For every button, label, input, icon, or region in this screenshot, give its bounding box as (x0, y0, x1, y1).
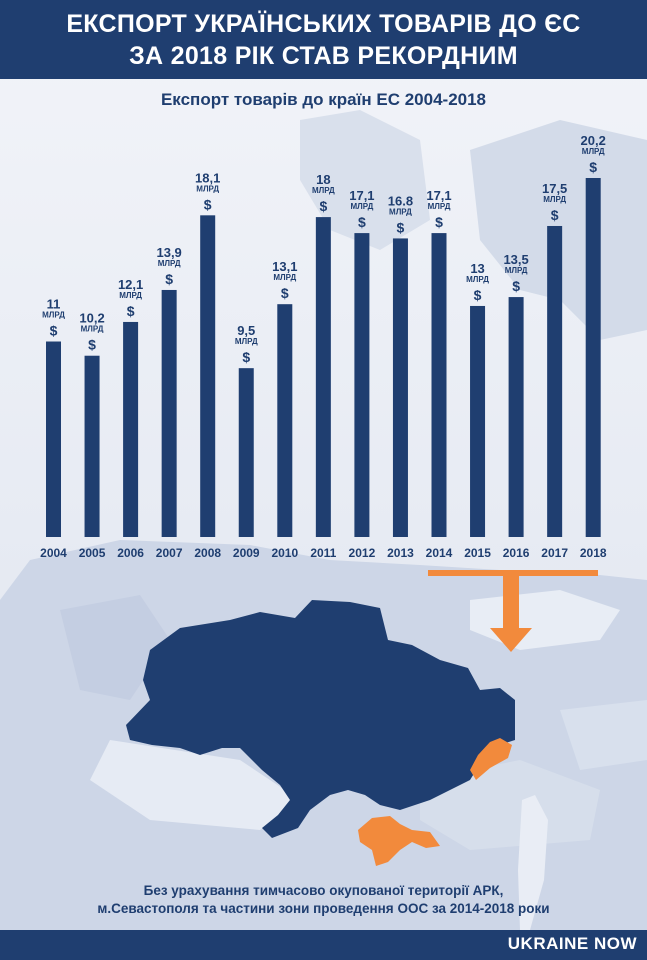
value-currency-2004: $ (50, 323, 58, 339)
value-currency-2014: $ (435, 214, 443, 230)
ukraine-now-logo: UKRAINE NOW (507, 934, 637, 953)
x-tick-2018: 2018 (580, 546, 607, 560)
value-unit-2016: МЛРД (505, 266, 528, 275)
crimea-region (358, 816, 440, 866)
bar-2011 (315, 217, 331, 538)
x-tick-2011: 2011 (310, 546, 336, 560)
bars-group: $МЛРД112004$МЛРД10,22005$МЛРД12,12006$МЛ… (40, 133, 607, 560)
header-banner: ЕКСПОРТ УКРАЇНСЬКИХ ТОВАРІВ ДО ЄС ЗА 201… (0, 0, 647, 79)
value-label-2006: 12,1 (118, 277, 143, 292)
bar-2016 (508, 297, 524, 537)
value-currency-2008: $ (204, 196, 212, 212)
value-label-2004: 11 (47, 297, 61, 312)
page-title-line2: ЗА 2018 РІК СТАВ РЕКОРДНИМ (129, 42, 518, 70)
value-label-2015: 13 (470, 261, 484, 276)
x-tick-2017: 2017 (541, 546, 568, 560)
value-label-2014: 17,1 (426, 188, 451, 203)
bar-2014 (431, 233, 447, 537)
orange-arrow (490, 573, 532, 652)
x-tick-2010: 2010 (271, 546, 298, 560)
value-label-2007: 13,9 (156, 245, 181, 260)
bar-2012 (354, 233, 370, 537)
x-tick-2005: 2005 (79, 546, 106, 560)
bar-2009 (238, 368, 254, 537)
x-tick-2006: 2006 (117, 546, 144, 560)
footer-bar: UKRAINE NOW (0, 930, 647, 960)
ukraine-shape (126, 600, 515, 838)
value-label-2016: 13,5 (503, 252, 528, 267)
value-currency-2015: $ (474, 287, 482, 303)
value-label-2018: 20,2 (581, 133, 606, 148)
bar-2005 (84, 355, 100, 537)
bar-2010 (277, 304, 293, 537)
value-currency-2009: $ (242, 349, 250, 365)
value-unit-2013: МЛРД (389, 207, 412, 216)
x-tick-2004: 2004 (40, 546, 67, 560)
value-currency-2017: $ (551, 207, 559, 223)
value-unit-2009: МЛРД (235, 337, 258, 346)
x-tick-2013: 2013 (387, 546, 414, 560)
x-tick-2014: 2014 (426, 546, 453, 560)
bar-2007 (161, 289, 177, 537)
x-tick-2007: 2007 (156, 546, 183, 560)
footnote: Без урахування тимчасово окупованої тери… (0, 882, 647, 918)
chart-title: Експорт товарів до країн ЕС 2004-2018 (160, 90, 487, 109)
value-label-2009: 9,5 (237, 323, 255, 338)
value-label-2011: 18 (316, 172, 330, 187)
value-label-2008: 18,1 (195, 170, 220, 185)
footnote-line1: Без урахування тимчасово окупованої тери… (143, 883, 504, 898)
value-unit-2015: МЛРД (466, 275, 489, 284)
value-label-2013: 16.8 (388, 193, 413, 208)
value-currency-2011: $ (319, 198, 327, 214)
value-currency-2012: $ (358, 214, 366, 230)
bar-2006 (123, 321, 139, 537)
bar-2017 (547, 225, 563, 537)
value-label-2012: 17,1 (349, 188, 374, 203)
bar-2004 (46, 341, 61, 537)
x-tick-2008: 2008 (194, 546, 221, 560)
x-tick-2012: 2012 (349, 546, 376, 560)
bar-2013 (392, 238, 408, 538)
value-currency-2010: $ (281, 285, 289, 301)
value-unit-2006: МЛРД (119, 291, 142, 300)
value-unit-2007: МЛРД (158, 259, 181, 268)
value-unit-2008: МЛРД (196, 184, 219, 193)
value-unit-2018: МЛРД (582, 147, 605, 156)
bar-2018 (585, 178, 601, 537)
value-currency-2016: $ (512, 278, 520, 294)
value-currency-2005: $ (88, 337, 96, 353)
footnote-line2: м.Севастополя та частини зони проведення… (97, 901, 550, 916)
value-currency-2013: $ (397, 219, 405, 235)
value-unit-2004: МЛРД (42, 311, 65, 320)
value-label-2017: 17,5 (542, 181, 567, 196)
value-unit-2017: МЛРД (543, 195, 566, 204)
x-tick-2009: 2009 (233, 546, 260, 560)
value-currency-2007: $ (165, 271, 173, 287)
bar-2008 (200, 215, 216, 537)
bar-2015 (470, 305, 486, 537)
value-unit-2014: МЛРД (428, 202, 451, 211)
x-tick-2015: 2015 (464, 546, 491, 560)
x-tick-2016: 2016 (503, 546, 530, 560)
value-label-2005: 10,2 (79, 311, 104, 326)
value-unit-2012: МЛРД (350, 202, 373, 211)
value-unit-2010: МЛРД (273, 273, 296, 282)
donbas-region (470, 738, 512, 780)
value-unit-2005: МЛРД (81, 325, 104, 334)
value-label-2010: 13,1 (272, 259, 297, 274)
value-currency-2018: $ (589, 159, 597, 175)
value-unit-2011: МЛРД (312, 186, 335, 195)
page-title-line1: ЕКСПОРТ УКРАЇНСЬКИХ ТОВАРІВ ДО ЄС (66, 10, 581, 38)
value-currency-2006: $ (127, 303, 135, 319)
